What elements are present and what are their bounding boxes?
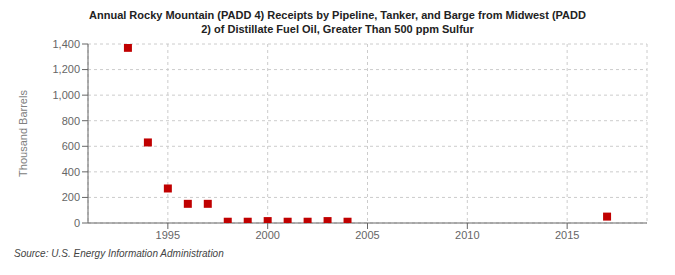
html-text:Annual Rocky Mountain (PADD 4): Annual Rocky Mountain (PADD 4) Receipts … (89, 9, 586, 21)
svg-text:2010: 2010 (455, 229, 479, 241)
svg-text:1995: 1995 (156, 229, 180, 241)
svg-text:1,400: 1,400 (52, 38, 80, 50)
svg-text:0: 0 (74, 217, 80, 229)
svg-text:2005: 2005 (355, 229, 379, 241)
svg-text:600: 600 (62, 140, 80, 152)
svg-text:2015: 2015 (555, 229, 579, 241)
svg-text:1,200: 1,200 (52, 63, 80, 75)
svg-text:800: 800 (62, 115, 80, 127)
svg-text:200: 200 (62, 191, 80, 203)
html-text:2) of Distillate Fuel Oil, Gre: 2) of Distillate Fuel Oil, Greater Than … (201, 23, 474, 35)
html-text:Source: U.S. Energy Informatio: Source: U.S. Energy Information Administ… (14, 248, 224, 259)
svg-text:1,000: 1,000 (52, 89, 80, 101)
svg-text:Thousand Barrels: Thousand Barrels (17, 90, 29, 177)
svg-text:2000: 2000 (255, 229, 279, 241)
svg-text:400: 400 (62, 166, 80, 178)
